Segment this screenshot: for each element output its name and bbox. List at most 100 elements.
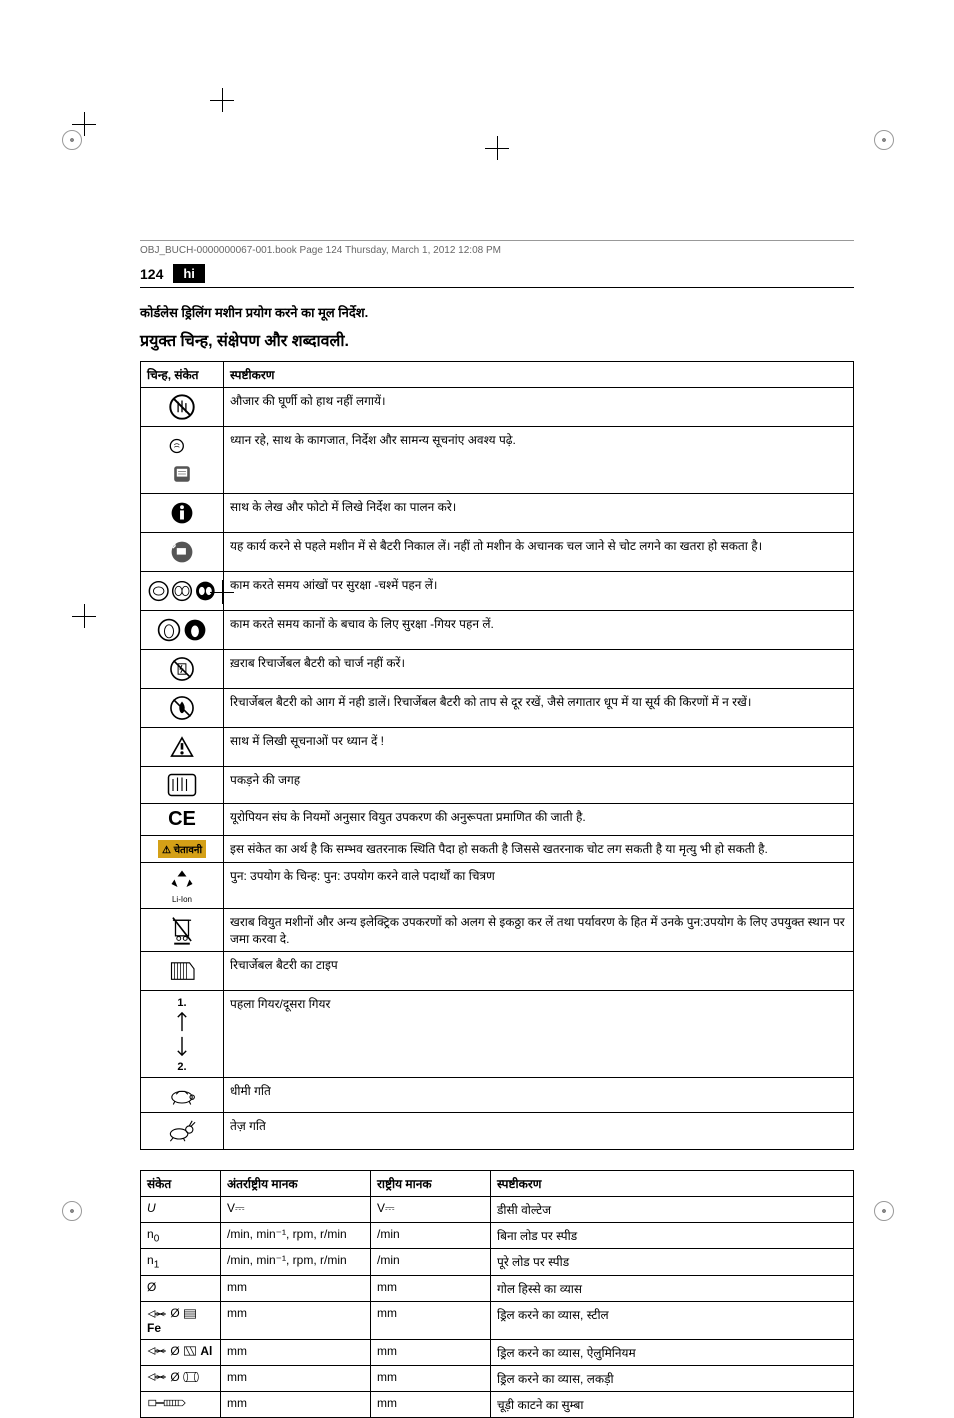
description-cell: साथ के लेख और फोटो में लिखे निर्देश का प… [224,494,854,533]
natl-cell: mm [371,1275,491,1301]
intl-cell: /min, min⁻¹, rpm, r/min [221,1249,371,1275]
description-cell: धीमी गति [224,1078,854,1113]
crop-mark [210,88,234,112]
symbol-cell: U [141,1197,221,1223]
intl-cell: mm [221,1339,371,1365]
table-row: n1/min, min⁻¹, rpm, r/min/minपूरे लोड पर… [141,1249,854,1275]
desc-cell: चूड़ी काटने का सुम्बा [491,1391,854,1417]
desc-cell: ड्रिल करने का व्यास, ऐलुमिनियम [491,1339,854,1365]
description-cell: औजार की घूर्णी को हाथ नहीं लगायें। [224,388,854,427]
description-cell: काम करते समय आंखों पर सुरक्षा -चश्में पह… [224,572,854,611]
table-row: UV⎓V⎓डीसी वोल्टेज [141,1197,854,1223]
description-cell: साथ में लिखी सूचनाओं पर ध्यान दें ! [224,728,854,767]
intl-cell: mm [221,1301,371,1339]
crop-mark [62,1201,82,1221]
table-row: Ø mmmmड्रिल करने का व्यास, लकड़ी [141,1365,854,1391]
intl-cell: V⎓ [221,1197,371,1223]
icon-cell [141,611,224,650]
description-cell: पहला गियर/दूसरा गियर [224,991,854,1078]
symbol-cell [141,1391,221,1417]
intl-cell: /min, min⁻¹, rpm, r/min [221,1223,371,1249]
crop-mark [485,136,509,160]
icon-cell [141,1078,224,1113]
desc-cell: ड्रिल करने का व्यास, लकड़ी [491,1365,854,1391]
natl-cell: mm [371,1391,491,1417]
table-row: यह कार्य करने से पहले मशीन में से बैटरी … [141,533,854,572]
icon-cell [141,728,224,767]
table-row: साथ के लेख और फोटो में लिखे निर्देश का प… [141,494,854,533]
table-header: संकेत [141,1171,221,1197]
description-cell: रिचार्जेबल बैटरी का टाइप [224,952,854,991]
icon-cell [141,533,224,572]
table-row: ख़राब रिचार्जेबल बैटरी को चार्ज नहीं करे… [141,650,854,689]
symbol-cell: Ø Al [141,1339,221,1365]
table-row: ध्यान रहे, साथ के कागजात, निर्देश और साम… [141,427,854,494]
icon-cell: CE [141,804,224,836]
crop-mark [874,1201,894,1221]
doc-info: OBJ_BUCH-0000000067-001.book Page 124 Th… [140,240,854,256]
description-cell: खराब वियुत मशीनों और अन्य इलेक्ट्रिक उपक… [224,909,854,952]
intl-cell: mm [221,1365,371,1391]
icon-cell [141,427,224,494]
desc-cell: बिना लोड पर स्पीड [491,1223,854,1249]
description-cell: तेज़ गति [224,1113,854,1150]
icon-cell [141,689,224,728]
crop-mark [72,112,96,136]
description-cell: पकड़ने की जगह [224,767,854,804]
intl-cell: mm [221,1275,371,1301]
table-row: रिचार्जेबल बैटरी को आग में नही डालें। रि… [141,689,854,728]
table-row: Li-Ionपुन: उपयोग के चिन्ह: पुन: उपयोग कर… [141,863,854,909]
table-row: साथ में लिखी सूचनाओं पर ध्यान दें ! [141,728,854,767]
units-table: संकेत अंतर्राष्ट्रीय मानक राष्ट्रीय मानक… [140,1170,854,1418]
description-cell: रिचार्जेबल बैटरी को आग में नही डालें। रि… [224,689,854,728]
description-cell: इस संकेत का अर्थ है कि सम्भव खतरनाक स्थि… [224,836,854,863]
description-cell: काम करते समय कानों के बचाव के लिए सुरक्ष… [224,611,854,650]
crop-mark [210,580,234,604]
table-header: स्पष्टीकरण [491,1171,854,1197]
desc-cell: डीसी वोल्टेज [491,1197,854,1223]
table-row: पकड़ने की जगह [141,767,854,804]
icon-cell: चेतावनी [141,836,224,863]
natl-cell: /min [371,1249,491,1275]
symbol-cell: n1 [141,1249,221,1275]
description-cell: यूरोपियन संघ के नियमों अनुसार वियुत उपकर… [224,804,854,836]
page-number: 124 [140,266,163,282]
desc-cell: ड्रिल करने का व्यास, स्टील [491,1301,854,1339]
table-header: स्पष्टीकरण [224,362,854,388]
table-row: mmmmचूड़ी काटने का सुम्बा [141,1391,854,1417]
icon-cell [141,767,224,804]
table-row: n0/min, min⁻¹, rpm, r/min/minबिना लोड पर… [141,1223,854,1249]
crop-mark [874,130,894,150]
lang-badge: hi [173,264,205,283]
table-row: रिचार्जेबल बैटरी का टाइप [141,952,854,991]
natl-cell: V⎓ [371,1197,491,1223]
table-row: Ø Almmmmड्रिल करने का व्यास, ऐलुमिनियम [141,1339,854,1365]
description-cell: ध्यान रहे, साथ के कागजात, निर्देश और साम… [224,427,854,494]
description-cell: ख़राब रिचार्जेबल बैटरी को चार्ज नहीं करे… [224,650,854,689]
subtitle: कोर्डलेस ड्रिलिंग मशीन प्रयोग करने का मू… [140,303,854,321]
table-row: चेतावनीइस संकेत का अर्थ है कि सम्भव खतरन… [141,836,854,863]
table-row: काम करते समय कानों के बचाव के लिए सुरक्ष… [141,611,854,650]
natl-cell: mm [371,1301,491,1339]
table-row: औजार की घूर्णी को हाथ नहीं लगायें। [141,388,854,427]
natl-cell: mm [371,1339,491,1365]
natl-cell: /min [371,1223,491,1249]
table-row: Ø Femmmmड्रिल करने का व्यास, स्टील [141,1301,854,1339]
table-row: तेज़ गति [141,1113,854,1150]
table-row: धीमी गति [141,1078,854,1113]
intl-cell: mm [221,1391,371,1417]
table-header: राष्ट्रीय मानक [371,1171,491,1197]
table-row: काम करते समय आंखों पर सुरक्षा -चश्में पह… [141,572,854,611]
table-row: CEयूरोपियन संघ के नियमों अनुसार वियुत उप… [141,804,854,836]
table-row: Ømmmmगोल हिस्से का व्यास [141,1275,854,1301]
table-row: 1.2.पहला गियर/दूसरा गियर [141,991,854,1078]
crop-mark [72,604,96,628]
table-header: चिन्ह, संकेत [141,362,224,388]
page-header: 124 hi [140,264,854,288]
section-title: प्रयुक्त चिन्ह, संक्षेपण और शब्दावली. [140,329,854,351]
icon-cell: 1.2. [141,991,224,1078]
description-cell: यह कार्य करने से पहले मशीन में से बैटरी … [224,533,854,572]
icon-cell [141,909,224,952]
icon-cell [141,494,224,533]
desc-cell: गोल हिस्से का व्यास [491,1275,854,1301]
